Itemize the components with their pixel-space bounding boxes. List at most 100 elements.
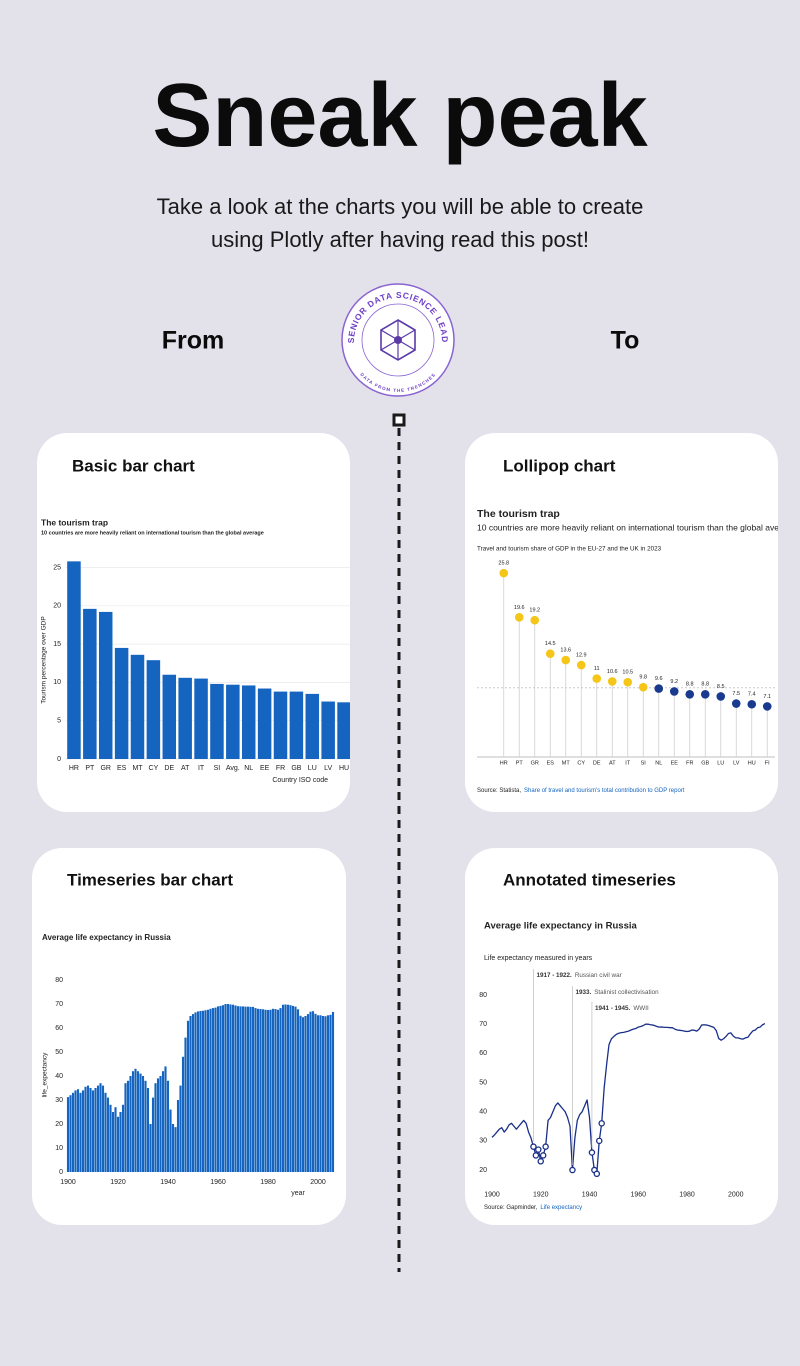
value-label: 14.5 xyxy=(545,641,556,647)
chart-ylabel: Tourism percentage over GDP xyxy=(41,616,48,703)
value-label: 10.5 xyxy=(622,670,633,676)
bar xyxy=(146,660,161,759)
bar xyxy=(256,1008,260,1172)
page-subtitle: Take a look at the charts you will be ab… xyxy=(157,194,644,219)
page-subtitle: using Plotly after having read this post… xyxy=(211,227,589,252)
y-tick-label: 40 xyxy=(479,1109,487,1116)
bar xyxy=(289,1005,292,1172)
bar xyxy=(119,1112,122,1172)
bar xyxy=(319,1015,322,1172)
annotation: 1933. Stalinist collectivisation xyxy=(575,989,659,996)
source-link: Share of travel and tourism's total cont… xyxy=(524,788,685,794)
y-tick-label: 80 xyxy=(55,977,63,984)
annotation-label: Russian civil war xyxy=(575,972,622,979)
value-label: 7.5 xyxy=(732,691,740,697)
x-tick-label: EE xyxy=(671,760,679,766)
x-tick-label: AT xyxy=(609,760,616,766)
marker xyxy=(569,1166,576,1174)
x-tick-label: GB xyxy=(291,765,301,772)
x-tick-label: PT xyxy=(516,760,524,766)
bar xyxy=(241,685,256,759)
chart-ylabel: life_expectancy xyxy=(42,1052,49,1098)
bar xyxy=(106,1097,110,1172)
chart-subtitle: 10 countries are more heavily reliant on… xyxy=(477,522,796,532)
bar xyxy=(161,1071,165,1172)
marker xyxy=(542,1143,549,1150)
value-label: 19.6 xyxy=(514,605,525,611)
bar xyxy=(244,1006,247,1172)
dot xyxy=(638,682,648,692)
bar xyxy=(229,1004,232,1172)
annotation: 1941 - 1945. WWII xyxy=(595,1005,649,1012)
y-tick-label: 0 xyxy=(57,756,61,763)
bar xyxy=(324,1016,327,1172)
x-tick-label: 1960 xyxy=(630,1191,646,1198)
card-title: Annotated timeseries xyxy=(503,870,676,889)
bar xyxy=(299,1015,302,1172)
y-tick-label: 70 xyxy=(55,1001,63,1008)
bar xyxy=(266,1010,270,1172)
x-tick-label: MT xyxy=(562,760,571,766)
value-label: 11 xyxy=(594,666,600,672)
bar xyxy=(316,1015,320,1172)
chart-title: The tourism trap xyxy=(477,508,560,520)
dot xyxy=(592,674,602,683)
logo: SENIOR DATA SCIENCE LEAD DATA FROM THE T… xyxy=(341,283,455,397)
bar xyxy=(69,1095,72,1172)
bar xyxy=(139,1073,142,1172)
bar xyxy=(67,561,81,759)
bar xyxy=(81,1090,85,1172)
value-label: 9.2 xyxy=(670,679,678,685)
source-link: Life expectancy xyxy=(540,1205,582,1211)
value-label: 13.6 xyxy=(560,648,571,654)
bar xyxy=(174,1127,177,1172)
bar xyxy=(181,1056,185,1172)
bar xyxy=(206,1009,210,1172)
x-tick-label: 1900 xyxy=(484,1191,500,1198)
x-tick-label: ES xyxy=(117,765,127,772)
bar xyxy=(201,1010,205,1172)
x-tick-label: 1940 xyxy=(160,1179,176,1186)
bar xyxy=(259,1009,262,1172)
source-text: Source: Statista, xyxy=(477,788,521,794)
bar xyxy=(249,1006,252,1172)
y-tick-label: 70 xyxy=(479,1021,487,1028)
bar xyxy=(251,1006,255,1172)
x-tick-label: ES xyxy=(547,760,555,766)
bar xyxy=(286,1004,290,1172)
bar xyxy=(159,1076,162,1172)
dot xyxy=(623,677,633,687)
value-label: 25.8 xyxy=(498,561,509,567)
x-tick-label: 1920 xyxy=(533,1191,549,1198)
x-tick-label: LU xyxy=(308,765,317,772)
bar xyxy=(234,1005,237,1172)
card xyxy=(465,433,778,812)
x-tick-label: CY xyxy=(577,760,585,766)
y-tick-label: 60 xyxy=(55,1025,63,1032)
annotation-label: Stalinist collectivisation xyxy=(594,989,659,996)
bar xyxy=(121,1104,125,1172)
bar xyxy=(84,1086,87,1172)
x-tick-label: 1980 xyxy=(679,1191,695,1198)
x-tick-label: IT xyxy=(198,765,205,772)
x-tick-label: 2000 xyxy=(310,1179,326,1186)
marker xyxy=(530,1143,537,1150)
bar xyxy=(194,678,208,759)
bar xyxy=(74,1090,77,1172)
divider-cap xyxy=(392,413,406,427)
marker xyxy=(596,1137,603,1145)
bar xyxy=(194,1012,197,1172)
bar xyxy=(184,1037,187,1172)
chart: Average life expectancy in Russia life_ex… xyxy=(42,933,335,1197)
dot xyxy=(607,677,617,686)
bar xyxy=(289,691,304,759)
bar xyxy=(304,1016,307,1172)
y-tick-label: 50 xyxy=(479,1079,487,1086)
value-label: 8.8 xyxy=(701,682,709,688)
bar xyxy=(221,1005,225,1172)
bar xyxy=(178,677,192,759)
y-tick-label: 50 xyxy=(55,1049,63,1056)
x-tick-label: DE xyxy=(164,765,174,772)
x-tick-label: AT xyxy=(181,765,190,772)
value-label: 7.4 xyxy=(748,692,756,698)
